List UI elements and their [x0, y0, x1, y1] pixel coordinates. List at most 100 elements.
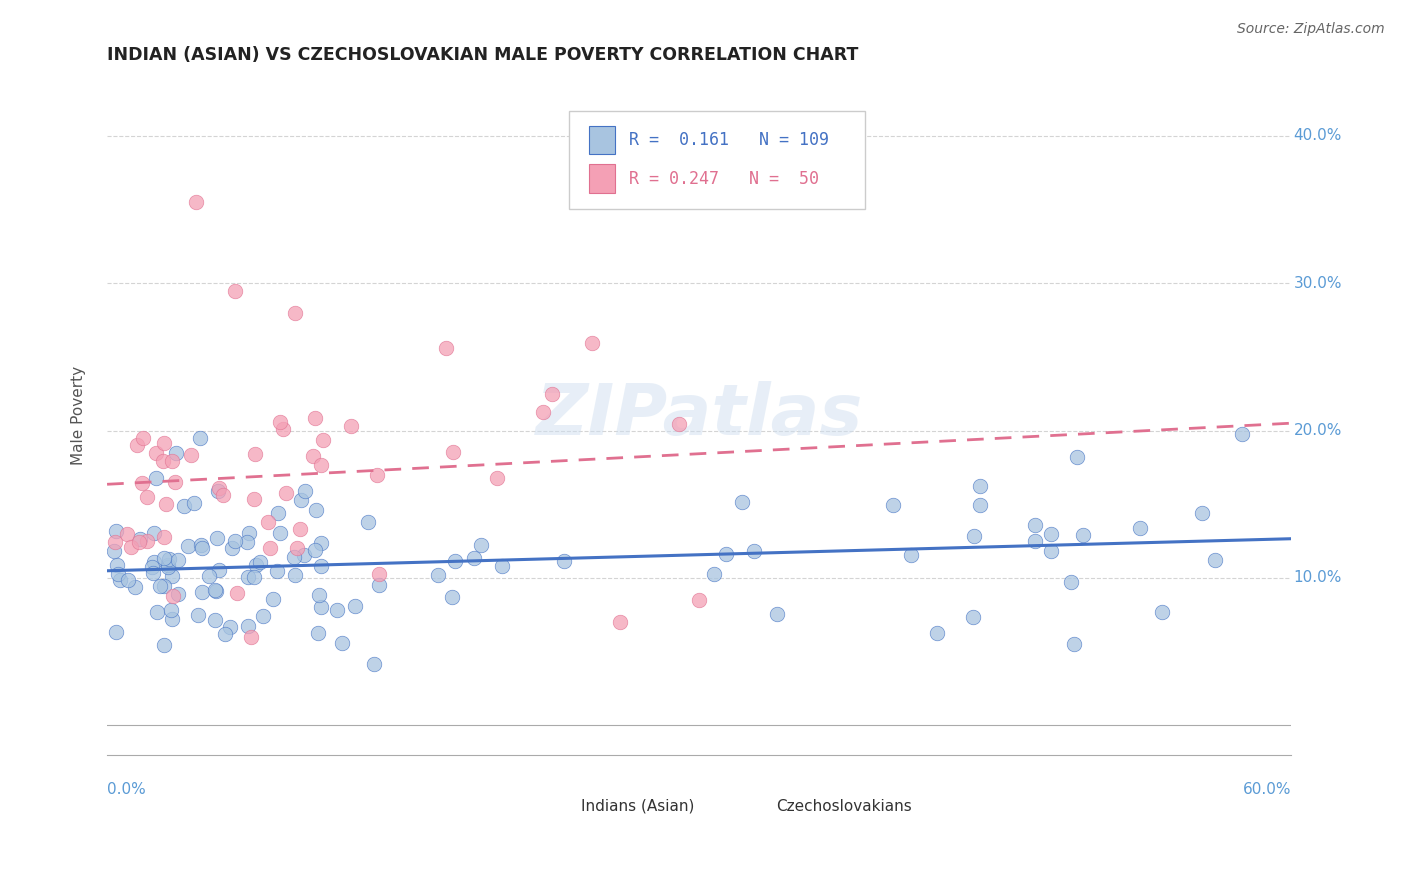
Point [330, 636, 353, 650]
Point [205, 584, 228, 599]
Point [271, 421, 294, 435]
Point [240, 630, 263, 644]
Point [363, 657, 385, 672]
Text: R = 0.247   N =  50: R = 0.247 N = 50 [630, 169, 820, 187]
Bar [546, 797, 575, 818]
Point [204, 583, 226, 598]
Point [135, 534, 157, 549]
Text: Indians (Asian): Indians (Asian) [581, 799, 695, 814]
Point [153, 639, 176, 653]
Point [107, 567, 129, 582]
Point [766, 607, 789, 621]
Point [340, 419, 363, 434]
Point [269, 415, 291, 429]
Point [155, 497, 177, 511]
Point [190, 538, 212, 552]
Point [357, 515, 380, 529]
Point [969, 478, 991, 492]
Point [157, 558, 180, 572]
Point [103, 544, 125, 558]
Point [198, 568, 221, 582]
Point [288, 522, 311, 536]
Point [221, 541, 243, 556]
Point [1129, 521, 1152, 535]
Point [208, 563, 231, 577]
Point [731, 494, 754, 508]
Point [132, 431, 155, 445]
Point [128, 535, 150, 549]
Point [238, 570, 260, 584]
Bar [589, 164, 614, 193]
Point [470, 538, 492, 552]
Text: 30.0%: 30.0% [1294, 276, 1341, 291]
Text: 60.0%: 60.0% [1243, 782, 1291, 797]
Text: 10.0%: 10.0% [1294, 571, 1341, 585]
Text: Source: ZipAtlas.com: Source: ZipAtlas.com [1237, 22, 1385, 37]
Point [105, 558, 128, 573]
Point [1024, 533, 1046, 548]
Point [1230, 426, 1253, 441]
Point [165, 446, 187, 460]
Point [292, 548, 315, 562]
Point [162, 589, 184, 603]
Point [124, 580, 146, 594]
Point [366, 468, 388, 483]
Point [153, 435, 176, 450]
Point [309, 559, 332, 574]
Point [183, 495, 205, 509]
Point [152, 454, 174, 468]
Point [207, 483, 229, 498]
Point [207, 481, 229, 495]
Point [304, 411, 326, 425]
Point [224, 534, 246, 549]
Point [167, 553, 190, 567]
Bar [741, 797, 770, 818]
Point [238, 526, 260, 541]
Point [160, 612, 183, 626]
Point [143, 555, 166, 569]
Point [485, 471, 508, 485]
Point [308, 588, 330, 602]
Point [290, 492, 312, 507]
Point [343, 599, 366, 613]
Point [688, 593, 710, 607]
Point [434, 341, 457, 355]
Point [243, 447, 266, 461]
Point [269, 526, 291, 541]
Point [157, 552, 180, 566]
Point [368, 578, 391, 592]
Point [152, 550, 174, 565]
Point [245, 558, 267, 572]
Point [668, 417, 690, 431]
Point [167, 586, 190, 600]
Point [160, 603, 183, 617]
Point [963, 529, 986, 543]
Point [156, 560, 179, 574]
Point [205, 531, 228, 545]
Point [305, 503, 328, 517]
Point [188, 431, 211, 445]
Point [235, 534, 257, 549]
Point [125, 438, 148, 452]
Point [184, 195, 207, 210]
Point [259, 541, 281, 555]
Point [304, 543, 326, 558]
Point [214, 626, 236, 640]
Y-axis label: Male Poverty: Male Poverty [72, 367, 86, 466]
Point [307, 625, 329, 640]
Point [443, 554, 465, 568]
Point [441, 591, 464, 605]
Point [224, 284, 246, 298]
Point [302, 450, 325, 464]
Point [243, 570, 266, 584]
Point [368, 566, 391, 581]
Point [900, 548, 922, 562]
Point [1071, 528, 1094, 542]
Point [179, 448, 201, 462]
Point [1039, 527, 1062, 541]
Point [262, 592, 284, 607]
FancyBboxPatch shape [569, 111, 865, 209]
Point [129, 532, 152, 546]
Point [427, 567, 450, 582]
Point [160, 454, 183, 468]
